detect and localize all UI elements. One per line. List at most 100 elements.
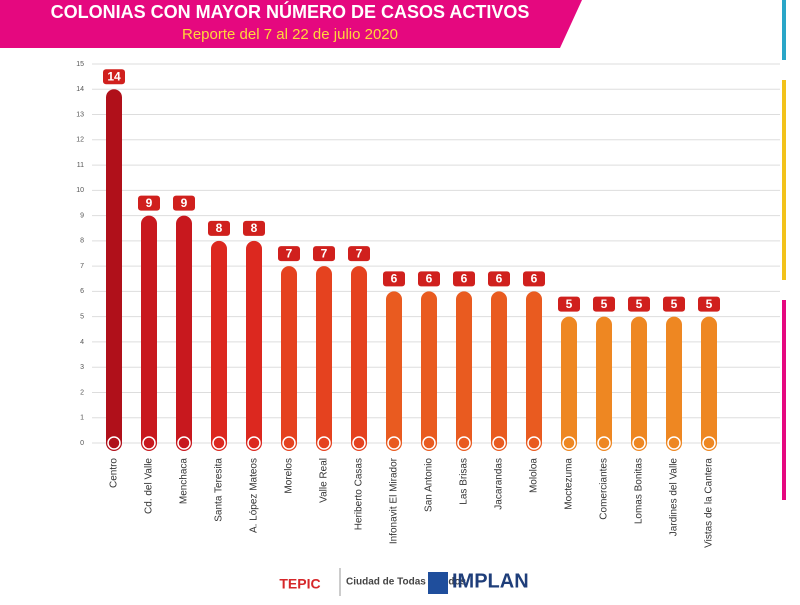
y-tick-label: 7 xyxy=(80,263,84,270)
bar-icon xyxy=(457,436,471,450)
bar-icon xyxy=(492,436,506,450)
x-tick-label: Centro xyxy=(109,458,120,488)
bar xyxy=(386,291,402,451)
bar-icon xyxy=(702,436,716,450)
value-label-box xyxy=(243,220,265,236)
x-tick-label: Menchaca xyxy=(179,458,190,505)
x-tick-label: Mololoa xyxy=(529,458,540,493)
value-label: 6 xyxy=(531,272,538,286)
bar xyxy=(246,240,262,451)
y-tick-label: 12 xyxy=(76,137,84,144)
y-tick-label: 10 xyxy=(76,187,84,194)
value-label: 8 xyxy=(251,221,258,235)
y-tick-label: 5 xyxy=(80,314,84,321)
y-tick-label: 3 xyxy=(80,364,84,371)
value-label: 6 xyxy=(461,272,468,286)
side-stripe xyxy=(782,0,786,60)
y-tick-label: 15 xyxy=(76,61,84,68)
bar-icon xyxy=(667,436,681,450)
value-label-box xyxy=(698,296,720,312)
footer-logo: IMPLAN xyxy=(452,570,529,592)
chart-title: COLONIAS CON MAYOR NÚMERO DE CASOS ACTIV… xyxy=(51,1,530,22)
value-label: 5 xyxy=(636,297,643,311)
bar xyxy=(421,291,437,451)
y-tick-label: 2 xyxy=(80,389,84,396)
bar xyxy=(491,291,507,451)
title-banner xyxy=(0,0,582,48)
y-tick-label: 13 xyxy=(76,111,84,118)
bar xyxy=(351,266,367,451)
bar xyxy=(631,316,647,451)
bar xyxy=(281,266,297,451)
bar-icon xyxy=(632,436,646,450)
bar xyxy=(596,316,612,451)
y-tick-label: 8 xyxy=(80,238,84,245)
x-tick-label: Infonavit El Mirador xyxy=(389,457,400,544)
value-label: 8 xyxy=(216,221,223,235)
y-tick-label: 1 xyxy=(80,415,84,422)
side-stripe xyxy=(782,80,786,280)
value-label: 5 xyxy=(566,297,573,311)
value-label-box xyxy=(663,296,685,312)
y-tick-label: 6 xyxy=(80,288,84,295)
x-tick-label: Comerciantes xyxy=(599,458,610,520)
bar-icon xyxy=(282,436,296,450)
value-label-box xyxy=(488,271,510,287)
value-label: 5 xyxy=(706,297,713,311)
bar xyxy=(176,215,192,451)
x-tick-label: Moctezuma xyxy=(564,458,575,510)
chart-subtitle: Reporte del 7 al 22 de julio 2020 xyxy=(182,26,398,43)
y-tick-label: 0 xyxy=(80,440,84,447)
bar-icon xyxy=(247,436,261,450)
x-tick-label: Jardines del Valle xyxy=(669,458,680,537)
bar-icon xyxy=(387,436,401,450)
x-tick-label: San Antonio xyxy=(424,458,435,512)
footer-logo: TEPIC xyxy=(279,576,320,592)
bar xyxy=(526,291,542,451)
value-label-box xyxy=(313,246,335,262)
x-tick-label: A. López Mateos xyxy=(249,458,260,533)
y-tick-label: 11 xyxy=(77,162,84,169)
value-label: 6 xyxy=(426,272,433,286)
x-tick-label: Santa Teresita xyxy=(214,458,225,522)
bar xyxy=(211,240,227,451)
value-label: 5 xyxy=(671,297,678,311)
y-tick-label: 4 xyxy=(80,339,84,346)
value-label: 14 xyxy=(107,69,121,83)
value-label-box xyxy=(173,195,195,211)
value-label-box xyxy=(278,246,300,262)
x-tick-label: Cd. del Valle xyxy=(144,458,155,514)
value-label-box xyxy=(383,271,405,287)
bar-icon xyxy=(142,436,156,450)
value-label: 9 xyxy=(146,196,153,210)
bar-icon xyxy=(352,436,366,450)
x-tick-label: Lomas Bonitas xyxy=(634,458,645,524)
value-label: 7 xyxy=(321,246,328,260)
value-label-box xyxy=(593,296,615,312)
value-label: 6 xyxy=(391,272,398,286)
value-label-box xyxy=(453,271,475,287)
value-label-box xyxy=(348,246,370,262)
value-label: 9 xyxy=(181,196,188,210)
bar xyxy=(316,266,332,451)
bar-icon xyxy=(107,436,121,450)
value-label: 6 xyxy=(496,272,503,286)
x-tick-label: Valle Real xyxy=(319,458,330,503)
bar xyxy=(561,316,577,451)
value-label-box xyxy=(628,296,650,312)
bar xyxy=(106,89,122,452)
bar xyxy=(666,316,682,451)
value-label-box xyxy=(523,271,545,287)
bar xyxy=(141,215,157,451)
footer-tagline: Ciudad de Todas y Todos xyxy=(346,577,467,588)
x-tick-label: Heriberto Casas xyxy=(354,458,365,530)
footer-icon xyxy=(428,572,448,594)
bar-icon xyxy=(317,436,331,450)
bar xyxy=(456,291,472,451)
x-tick-label: Jacarandas xyxy=(494,458,505,510)
bar-icon xyxy=(562,436,576,450)
bar-icon xyxy=(212,436,226,450)
value-label: 7 xyxy=(286,246,293,260)
value-label-box xyxy=(558,296,580,312)
bar-icon xyxy=(422,436,436,450)
